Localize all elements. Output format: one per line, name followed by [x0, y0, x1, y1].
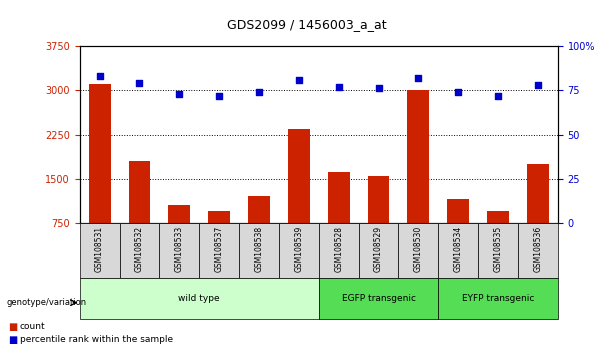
Point — [454, 89, 463, 95]
Text: ■: ■ — [9, 322, 18, 332]
Bar — [408, 90, 429, 223]
Text: GSM108529: GSM108529 — [374, 226, 383, 272]
Text: GSM108539: GSM108539 — [294, 226, 303, 272]
Text: GSM108530: GSM108530 — [414, 226, 423, 272]
Text: EGFP transgenic: EGFP transgenic — [341, 294, 416, 303]
Bar — [169, 205, 190, 223]
Text: GSM108538: GSM108538 — [254, 226, 264, 272]
Bar — [447, 199, 469, 223]
Bar — [129, 161, 150, 223]
Text: GSM108535: GSM108535 — [493, 226, 503, 272]
Bar — [438, 223, 478, 278]
Bar — [120, 223, 159, 278]
Text: GSM108528: GSM108528 — [334, 226, 343, 272]
Bar — [248, 196, 270, 223]
Text: GSM108536: GSM108536 — [533, 226, 543, 272]
Bar — [319, 278, 438, 319]
Text: wild type: wild type — [178, 294, 220, 303]
Text: GSM108531: GSM108531 — [95, 226, 104, 272]
Text: GSM108533: GSM108533 — [175, 226, 184, 272]
Text: count: count — [20, 322, 45, 331]
Point — [175, 91, 185, 97]
Bar — [159, 223, 199, 278]
Bar — [208, 211, 230, 223]
Bar — [527, 164, 549, 223]
Bar — [288, 129, 310, 223]
Point — [333, 84, 343, 90]
Text: genotype/variation: genotype/variation — [6, 298, 86, 307]
Bar — [438, 278, 558, 319]
Text: ■: ■ — [9, 335, 18, 344]
Text: GDS2099 / 1456003_a_at: GDS2099 / 1456003_a_at — [227, 18, 386, 31]
Text: percentile rank within the sample: percentile rank within the sample — [20, 335, 173, 343]
Bar — [518, 223, 558, 278]
Bar — [89, 84, 110, 223]
Bar — [328, 172, 349, 223]
Point — [134, 80, 145, 86]
Bar — [319, 223, 359, 278]
Text: GSM108537: GSM108537 — [215, 226, 224, 272]
Text: EYFP transgenic: EYFP transgenic — [462, 294, 535, 303]
Point — [413, 75, 423, 81]
Bar — [80, 278, 319, 319]
Bar — [487, 211, 509, 223]
Point — [94, 73, 104, 79]
Bar — [199, 223, 239, 278]
Bar — [368, 176, 389, 223]
Point — [493, 93, 503, 98]
Bar — [279, 223, 319, 278]
Point — [215, 93, 224, 98]
Point — [294, 77, 304, 82]
Bar — [398, 223, 438, 278]
Text: GSM108532: GSM108532 — [135, 226, 144, 272]
Point — [254, 89, 264, 95]
Point — [373, 86, 384, 91]
Point — [533, 82, 543, 88]
Text: GSM108534: GSM108534 — [454, 226, 463, 272]
Bar — [478, 223, 518, 278]
Bar — [80, 223, 120, 278]
Bar — [239, 223, 279, 278]
Bar — [359, 223, 398, 278]
